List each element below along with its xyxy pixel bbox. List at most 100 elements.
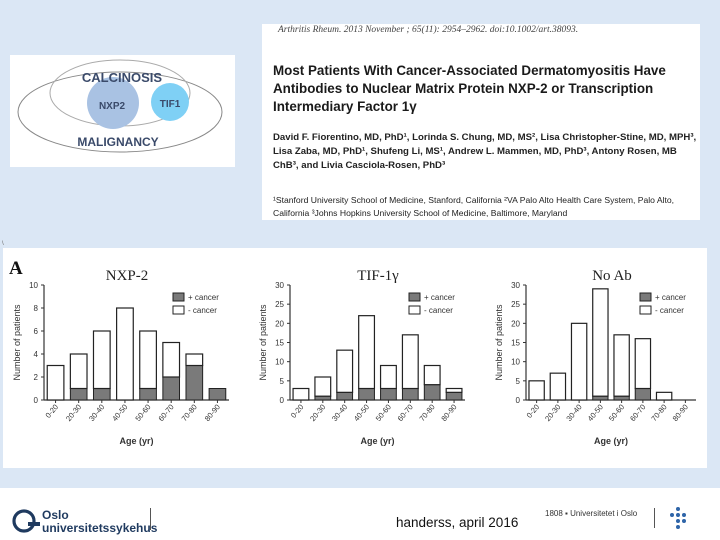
chart3-xtick-label: 50-60 (607, 403, 626, 423)
chart3-xlabel: Age (yr) (594, 436, 628, 446)
chart3-bar-nocancer (528, 380, 545, 401)
tif1-circle (151, 83, 189, 121)
footer-bar: Oslo universitetssykehus handerss, april… (0, 488, 720, 540)
chart2-xtick-label: 70-80 (417, 403, 436, 423)
slide-mark: \ (2, 241, 4, 247)
chart1-xtick-label: 0-20 (44, 403, 61, 420)
chart2-title: TIF-1γ (357, 268, 399, 284)
chart3-xtick-label: 70-80 (649, 403, 668, 423)
chart3-ytick-label: 25 (511, 300, 520, 309)
chart2-ytick-label: 20 (275, 319, 284, 328)
chart2-xtick-label: 50-60 (374, 403, 393, 423)
chart1-legend-cancer-label: + cancer (188, 293, 219, 302)
chart2-bar-cancer (423, 384, 441, 401)
chart1-xtick-label: 60-70 (156, 403, 175, 423)
chart1-legend-nocancer-swatch (172, 305, 185, 315)
chart3-bar-nocancer (634, 338, 652, 390)
chart3-ytick-label: 0 (516, 396, 521, 405)
chart1-bar-nocancer (46, 364, 65, 401)
chart3-ytick-label: 15 (511, 339, 520, 348)
chart3-xtick-label: 30-40 (564, 403, 583, 423)
chart2-bar-nocancer (314, 376, 332, 397)
venn-tif1-label: TIF1 (160, 99, 181, 110)
chart1-ylabel: Number of patients (12, 304, 22, 381)
chart2-ytick-label: 30 (275, 281, 284, 290)
chart3-bar-nocancer (655, 391, 673, 401)
chart1-legend-cancer-swatch (172, 292, 185, 302)
chart1-xtick-label: 40-50 (110, 403, 129, 423)
chart2-bar-nocancer (379, 364, 397, 390)
dots-logo-icon (670, 507, 686, 529)
chart1-bar-cancer (139, 388, 157, 401)
oslo-logo-line1: Oslo (42, 508, 69, 522)
chart2-legend-nocancer-label: - cancer (424, 306, 453, 315)
chart3-legend-cancer-swatch (639, 292, 652, 302)
chart2-bar-nocancer (292, 387, 310, 401)
oslo-logo-icon (12, 509, 40, 533)
chart2-ytick-label: 0 (280, 396, 285, 405)
chart1-bar-nocancer (92, 330, 111, 390)
chart1-bar-cancer (185, 365, 204, 401)
chart3-ytick-label: 5 (516, 377, 521, 386)
chart1-xtick-label: 50-60 (133, 403, 152, 423)
chart1-xlabel: Age (yr) (119, 436, 153, 446)
chart3-legend-nocancer-label: - cancer (655, 306, 684, 315)
chart2-xtick-label: 20-30 (308, 403, 327, 423)
venn-malignancy-label: MALIGNANCY (77, 135, 158, 149)
chart2-bar-cancer (380, 388, 397, 401)
chart1-ytick-label: 2 (34, 373, 39, 382)
chart2-legend-cancer-swatch (408, 292, 421, 302)
chart2-xtick-label: 30-40 (330, 403, 349, 423)
journal-line: Arthritis Rheum. 2013 November ; 65(11):… (278, 25, 579, 35)
venn-nxp2-label: NXP2 (99, 101, 126, 112)
venn-calcinosis-label: CALCINOSIS (82, 70, 163, 85)
chart3-ytick-label: 20 (511, 319, 520, 328)
chart2-xtick-label: 40-50 (352, 403, 371, 423)
chart2-bar-cancer (336, 391, 354, 401)
chart1-bar-nocancer (69, 353, 88, 390)
chart3-xtick-label: 0-20 (525, 403, 542, 420)
oslo-hospital-logo: Oslo universitetssykehus (12, 507, 182, 535)
footer-divider-left (150, 508, 151, 530)
nxp2-circle (87, 77, 139, 129)
chart3-ylabel: Number of patients (494, 304, 504, 381)
chart2-xtick-label: 60-70 (396, 403, 415, 423)
chart2-bar-cancer (358, 388, 375, 401)
chart2-xtick-label: 80-90 (439, 403, 458, 423)
malignancy-ellipse (17, 71, 223, 153)
chart2-bar-cancer (401, 388, 419, 401)
chart1-bar-nocancer (116, 307, 134, 401)
chart1-xtick-label: 20-30 (64, 403, 83, 423)
chart1-xtick-label: 30-40 (87, 403, 106, 423)
chart3-legend-cancer-label: + cancer (655, 293, 686, 302)
article-authors: David F. Fiorentino, MD, PhD¹, Lorinda S… (273, 132, 697, 171)
chart2-legend-cancer-label: + cancer (424, 293, 455, 302)
citation-box: Arthritis Rheum. 2013 November ; 65(11):… (262, 24, 700, 220)
article-affiliations: ¹Stanford University School of Medicine,… (273, 195, 675, 218)
chart2-bar-cancer (445, 391, 463, 401)
chart3-legend-nocancer-swatch (639, 305, 652, 315)
chart2-bar-nocancer (423, 364, 441, 386)
chart2-ylabel: Number of patients (258, 304, 268, 381)
chart2-ytick-label: 5 (280, 377, 285, 386)
venn-diagram: CALCINOSIS NXP2 TIF1 MALIGNANCY (10, 55, 235, 167)
chart1-ytick-label: 0 (34, 396, 39, 405)
chart1-bar-cancer (69, 388, 88, 401)
figure-panel: A NXP-2 0 2 4 6 8 10 Number of patients 0-20 20-3… (3, 248, 707, 468)
chart2-ytick-label: 15 (275, 339, 284, 348)
chart3-xtick-label: 80-90 (671, 403, 690, 423)
chart2-xlabel: Age (yr) (360, 436, 394, 446)
chart2-ytick-label: 10 (275, 358, 284, 367)
chart1-xtick-label: 70-80 (180, 403, 199, 423)
chart3-bar-nocancer (592, 288, 609, 397)
uio-logo: 1808 ▪ Universitetet i Oslo (545, 509, 638, 518)
chart1-bar-cancer (92, 388, 111, 401)
oslo-logo-line2: universitetssykehus (42, 521, 158, 535)
chart2-xtick-label: 0-20 (289, 403, 306, 420)
chart1-bar-cancer (162, 376, 181, 401)
chart1-bar-nocancer (139, 330, 157, 390)
chart2-bar-nocancer (401, 334, 419, 390)
chart2-bar-nocancer (336, 349, 354, 393)
chart3-bar-cancer (634, 388, 652, 401)
footer-divider-right (654, 508, 655, 528)
